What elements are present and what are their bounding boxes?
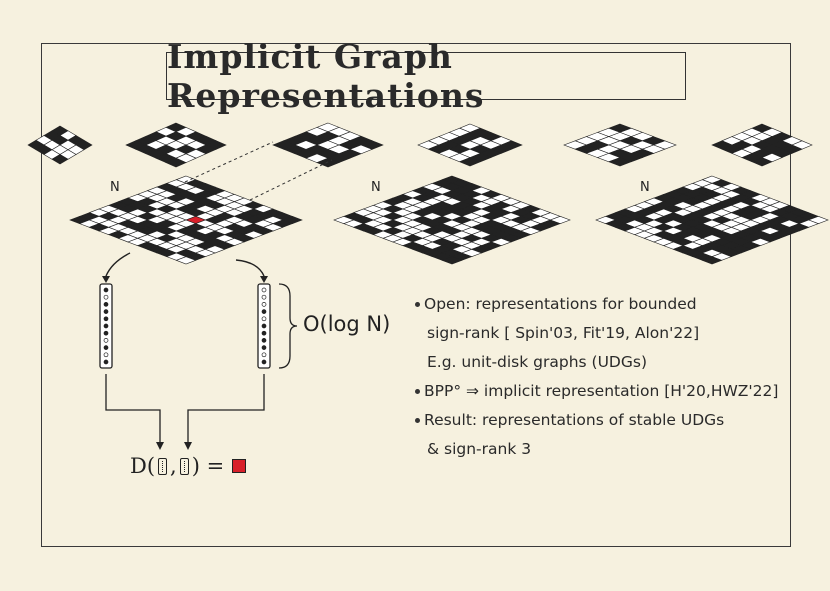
vector-bit — [261, 345, 267, 350]
arrow-head-right — [260, 276, 268, 283]
vector-icon — [158, 457, 168, 475]
small-grid — [27, 125, 93, 165]
n-label-grid-1: N — [110, 180, 120, 195]
bullet-line: BPP° ⇒ implicit representation [H'20,HWZ… — [415, 377, 785, 406]
bullet-dot — [415, 302, 420, 307]
small-grid — [272, 122, 384, 168]
bullet-dot — [415, 418, 420, 423]
vector-bit — [103, 330, 109, 336]
connector-left-head — [156, 442, 164, 450]
arrow-to-right-vector — [235, 259, 265, 277]
large-grid — [595, 175, 829, 265]
arrow-to-left-vector — [105, 252, 131, 277]
zoom-dashed-line-right — [249, 159, 333, 201]
zoom-dashed-line-left — [184, 141, 274, 183]
grid-cell — [51, 154, 69, 165]
slide-frame — [41, 43, 791, 547]
grid-cell — [458, 157, 482, 167]
vector-bit — [261, 316, 267, 322]
decoder-formula: D( , ) = — [130, 452, 247, 480]
connector-left — [105, 374, 161, 442]
n-label-grid-3: N — [640, 180, 650, 195]
connector-right — [187, 374, 265, 442]
vector-bit — [103, 359, 109, 365]
vector-bit — [103, 302, 109, 307]
bullet-line: sign-rank [ Spin'03, Fit'19, Alon'22] — [427, 324, 700, 342]
bullet-line: & sign-rank 3 — [427, 440, 532, 458]
bullet-line: Open: representations for bounded — [415, 290, 785, 319]
size-brace — [278, 283, 298, 369]
vector-bit — [261, 359, 267, 365]
grid-cell — [607, 157, 633, 167]
vector-bit — [261, 309, 267, 314]
vector-bit — [103, 287, 109, 293]
arrow-head-left — [102, 276, 110, 283]
grid-cell — [165, 157, 187, 168]
vector-bit — [103, 309, 109, 314]
decoder-suffix: ) = — [191, 454, 225, 478]
slide-title: Implicit Graph Representations — [167, 37, 485, 115]
grid-cell — [175, 256, 197, 265]
vector-icon — [179, 457, 189, 475]
n-label-grid-2: N — [371, 180, 381, 195]
bullet-line: Result: representations of stable UDGs — [415, 406, 785, 435]
vector-bit — [103, 352, 109, 358]
large-grid — [333, 175, 571, 265]
vector-bit — [261, 294, 267, 300]
vector-bit — [261, 323, 267, 329]
adjacency-grids — [27, 122, 829, 265]
vector-bit — [261, 352, 267, 358]
label-vector-left — [99, 283, 113, 369]
bullet-line: E.g. unit-disk graphs (UDGs) — [427, 353, 647, 371]
decoder-prefix: D( — [130, 454, 156, 478]
bullet-dot — [415, 389, 420, 394]
connector-right-head — [184, 442, 192, 450]
grid-cell — [701, 256, 723, 265]
vector-bit — [261, 330, 267, 336]
title-box: Implicit Graph Representations — [166, 37, 686, 115]
vector-bit — [103, 316, 109, 322]
large-grid — [69, 175, 303, 265]
decoder-separator: , — [170, 454, 177, 478]
label-vector-right — [257, 283, 271, 369]
grid-cell — [441, 256, 463, 265]
small-grid — [563, 123, 677, 167]
vector-bit — [261, 302, 267, 307]
vector-bit — [103, 338, 109, 343]
small-grid — [417, 123, 523, 167]
vector-bit — [261, 287, 267, 293]
small-grid — [125, 122, 227, 168]
grid-cell — [751, 157, 773, 167]
vector-bit — [103, 323, 109, 329]
vector-bit — [261, 338, 267, 343]
label-size-complexity: O(log N) — [303, 312, 391, 336]
small-grid — [711, 123, 813, 167]
adjacency-bit-icon — [232, 459, 247, 473]
vector-bit — [103, 345, 109, 350]
vector-bit — [103, 294, 109, 300]
bullet-list: Open: representations for bounded sign-r… — [415, 290, 785, 464]
